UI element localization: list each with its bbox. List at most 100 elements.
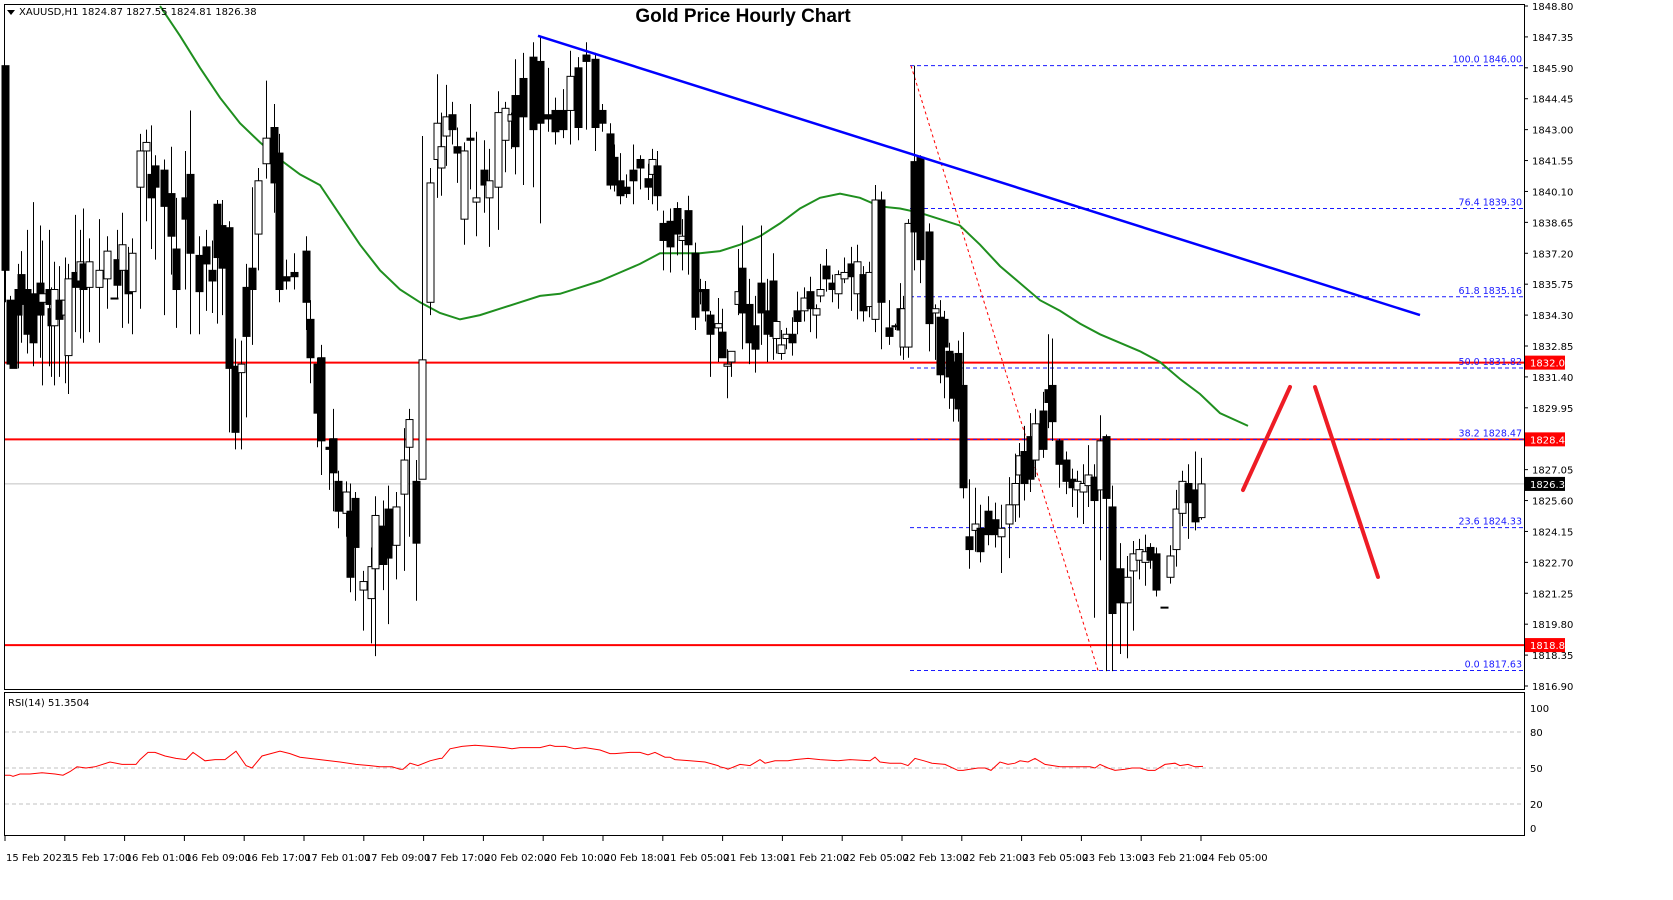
moving-average-path — [159, 5, 1249, 427]
price-tick-label: 1848.80 — [1532, 2, 1573, 13]
rsi-axis-label: 0 — [1530, 824, 1536, 835]
candle-bear — [231, 365, 240, 433]
candle-bull — [812, 308, 821, 316]
candle-bear — [351, 497, 360, 548]
candle-bear — [559, 109, 568, 131]
price-axis: 1848.80 1847.35 1845.90 1844.45 1843.00 1841.… — [1524, 2, 1573, 693]
candle-bear — [691, 252, 700, 318]
candle-bear — [186, 173, 195, 254]
price-tag-label: 1826.38 — [1530, 480, 1571, 491]
candle-bear — [218, 225, 227, 269]
candle-bear — [991, 519, 1000, 536]
price-tag-bg — [1525, 638, 1565, 653]
candle-bear — [1102, 436, 1111, 499]
trend-line[interactable] — [537, 34, 1421, 317]
candle-bull — [85, 261, 94, 288]
candle-bear — [551, 109, 560, 133]
price-tick-label: 1818.35 — [1532, 651, 1573, 662]
candle-bull — [400, 459, 409, 495]
candle-bull — [997, 527, 1006, 538]
candle-bull — [1160, 606, 1169, 609]
candle-bull — [840, 271, 849, 280]
time-tick-label: 22 Feb 13:00 — [903, 853, 969, 864]
candle-bull — [1166, 555, 1175, 578]
time-tick-label: 22 Feb 21:00 — [963, 853, 1029, 864]
candle-bull — [371, 514, 380, 570]
candle-bear — [1048, 384, 1057, 423]
candle-bull — [566, 75, 575, 111]
candle-bull — [485, 180, 494, 199]
candle-bear — [453, 146, 462, 154]
candle-bull — [1123, 576, 1132, 604]
price-tag-label: 1828.47 — [1530, 435, 1571, 446]
candle-bear — [275, 152, 284, 291]
candle-bear — [738, 267, 747, 314]
candle-bull — [38, 293, 47, 303]
fib-level-label: 50.0 1831.82 — [1459, 357, 1522, 368]
candle-bear — [302, 250, 311, 303]
price-tick-label: 1841.55 — [1532, 157, 1573, 168]
rsi-axis-label: 80 — [1530, 728, 1543, 739]
candle-bear — [29, 293, 38, 344]
candle-bear — [629, 169, 638, 182]
candle-bull — [437, 146, 446, 169]
time-tick-label: 21 Feb 21:00 — [783, 853, 849, 864]
candle-bull — [714, 323, 723, 329]
symbol-info: XAUUSD,H1 1824.87 1827.55 1824.81 1826.3… — [19, 7, 257, 18]
candle-bear — [9, 301, 18, 369]
candle-bear — [511, 95, 520, 148]
price-tag-bg — [1525, 355, 1565, 370]
candle-bear — [976, 527, 985, 553]
candle-bear — [242, 286, 251, 337]
fib-level-label: 76.4 1839.30 — [1459, 198, 1522, 209]
price-tick-label: 1832.85 — [1532, 342, 1573, 353]
candle-bear — [317, 357, 326, 442]
candle-bear — [751, 325, 760, 350]
candle-bull — [931, 308, 940, 314]
candle-bull — [472, 197, 481, 203]
candlesticks — [1, 35, 1206, 672]
time-tick-label: 16 Feb 17:00 — [245, 853, 311, 864]
candle-bear — [384, 508, 393, 559]
fibonacci-retracement[interactable]: 100.0 1846.00 76.4 1839.30 61.8 1835.16 50.… — [910, 55, 1524, 671]
projection-up-stroke — [1241, 385, 1292, 492]
candle-bull — [254, 180, 263, 235]
candle-bull — [1005, 504, 1014, 525]
candle-bear — [1, 65, 10, 271]
price-tick-label: 1843.00 — [1532, 126, 1573, 137]
bearish-trend-line[interactable] — [537, 34, 1421, 317]
time-tick-label: 24 Feb 05:00 — [1202, 853, 1268, 864]
candle-bull — [64, 278, 73, 357]
candle-bull — [359, 581, 368, 591]
time-tick-label: 20 Feb 10:00 — [544, 853, 610, 864]
price-tick-label: 1847.35 — [1532, 33, 1573, 44]
candle-bear — [965, 536, 974, 551]
candle-bear — [644, 178, 653, 188]
candle-bull — [405, 419, 414, 448]
candle-bull — [136, 150, 145, 188]
candle-bear — [701, 289, 710, 312]
time-tick-label: 15 Feb 2023 — [6, 853, 68, 864]
candle-bear — [757, 282, 766, 314]
horizontal-levels — [5, 361, 1524, 647]
candle-bull — [262, 137, 271, 165]
candle-bear — [822, 265, 831, 280]
candle-bear — [885, 327, 894, 337]
price-tick-label: 1845.90 — [1532, 64, 1573, 75]
triangle-down-icon[interactable] — [7, 10, 15, 15]
candle-bear — [925, 231, 934, 325]
candle-bull — [904, 222, 913, 348]
candle-bear — [1184, 482, 1193, 504]
candle-bull — [1031, 423, 1040, 461]
candle-bear — [466, 137, 475, 141]
candle-bull — [834, 274, 843, 295]
candle-bear — [745, 303, 754, 344]
candle-bear — [248, 267, 257, 291]
time-tick-label: 17 Feb 17:00 — [425, 853, 491, 864]
candle-bear — [622, 186, 631, 195]
candle-bull — [392, 506, 401, 546]
rsi-label: RSI(14) 51.3504 — [8, 698, 89, 709]
candle-bear — [659, 222, 668, 241]
price-tag-label: 1832.07 — [1530, 359, 1571, 370]
